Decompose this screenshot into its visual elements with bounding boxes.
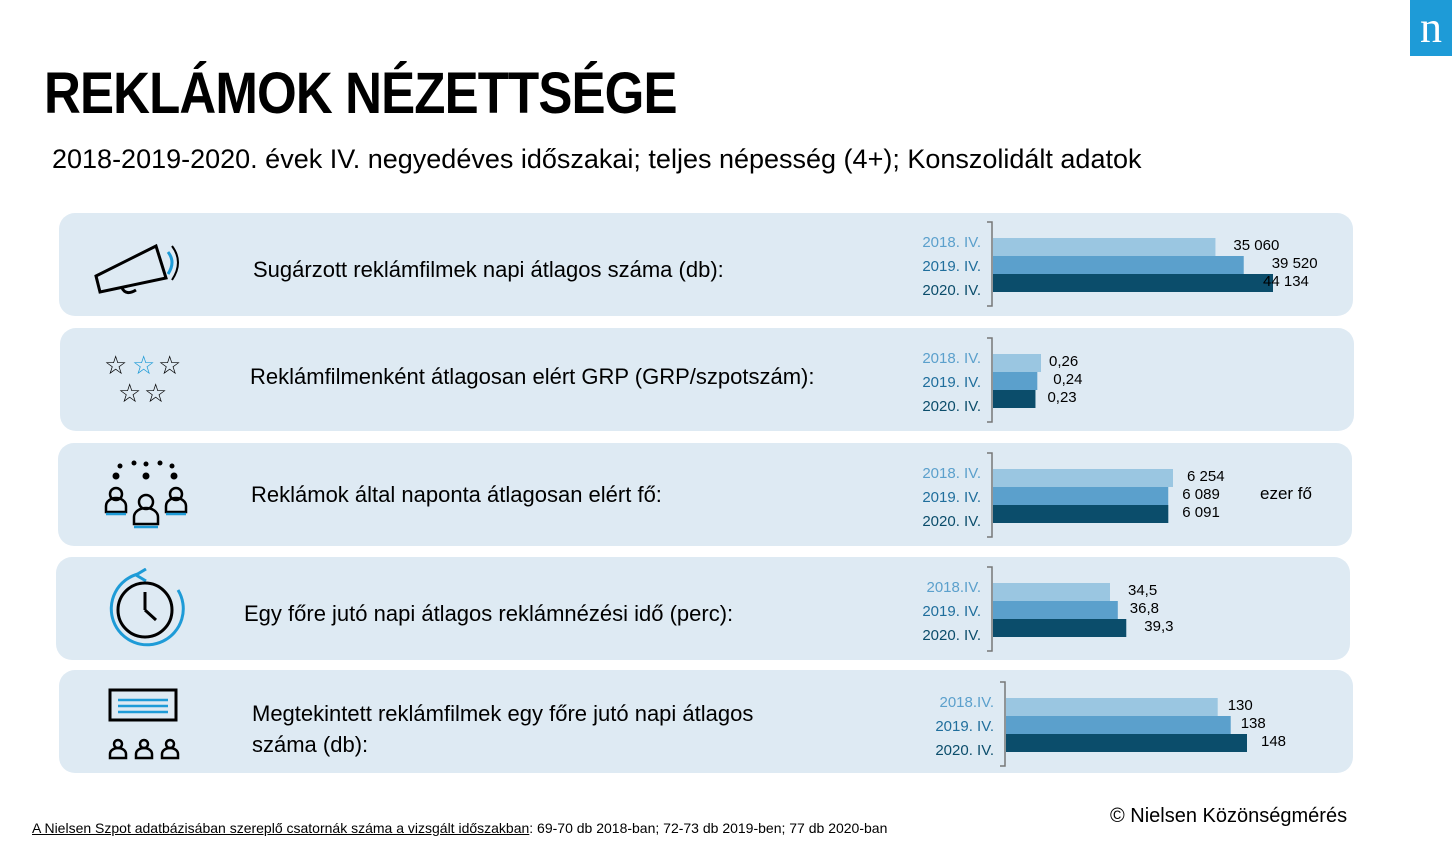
page-title: REKLÁMOK NÉZETTSÉGE xyxy=(44,61,678,126)
bar xyxy=(1006,734,1247,752)
category-label: 2019. IV. xyxy=(922,489,981,506)
value-label: 6 089 xyxy=(1182,486,1220,503)
metric-label-views-line1: Megtekintett reklámfilmek egy főre jutó … xyxy=(252,701,754,726)
category-label: 2018. IV. xyxy=(922,234,981,251)
value-label: 34,5 xyxy=(1128,582,1157,599)
metric-panel-time xyxy=(56,557,1350,660)
tv-viewers-icon xyxy=(108,688,180,760)
category-label: 2019. IV. xyxy=(935,718,994,735)
bar xyxy=(993,487,1169,505)
value-label: 0,24 xyxy=(1053,371,1082,388)
value-label: 6 091 xyxy=(1182,504,1220,521)
footnote: A Nielsen Szpot adatbázisában szereplő c… xyxy=(32,820,887,836)
metric-label-views-line2: száma (db): xyxy=(252,732,369,757)
value-label: 36,8 xyxy=(1130,600,1159,617)
bar xyxy=(993,372,1038,390)
bar xyxy=(993,354,1041,372)
category-label: 2020. IV. xyxy=(922,282,981,299)
category-label: 2018.IV. xyxy=(927,579,982,596)
footnote-rest: : 69-70 db 2018-ban; 72-73 db 2019-ben; … xyxy=(529,820,888,836)
metric-label-reach: Reklámok által naponta átlagosan elért f… xyxy=(251,482,662,507)
svg-text:☆: ☆ xyxy=(144,379,167,409)
value-label: 39,3 xyxy=(1144,618,1173,635)
metric-panel-grp xyxy=(60,328,1354,431)
svg-text:☆: ☆ xyxy=(158,351,181,381)
svg-text:☆: ☆ xyxy=(132,351,155,381)
bar-chart-views: 2018.IV. 130 2019. IV. 138 2020. IV. 148 xyxy=(935,681,1286,767)
value-label: 0,26 xyxy=(1049,353,1078,370)
value-label: 148 xyxy=(1261,733,1286,750)
value-label: 6 254 xyxy=(1187,468,1225,485)
value-label: 130 xyxy=(1228,697,1253,714)
bar xyxy=(993,505,1169,523)
footnote-underlined: A Nielsen Szpot adatbázisában szereplő c… xyxy=(32,820,530,836)
bar xyxy=(993,274,1273,292)
category-label: 2019. IV. xyxy=(922,258,981,275)
copyright: © Nielsen Közönségmérés xyxy=(1110,805,1348,827)
value-label: 138 xyxy=(1241,715,1266,732)
bar xyxy=(993,601,1118,619)
page-subtitle: 2018-2019-2020. évek IV. negyedéves idős… xyxy=(52,144,1142,174)
bar-chart-grp: 2018. IV. 0,26 2019. IV. 0,24 2020. IV. 0,23 xyxy=(922,337,1083,423)
bar xyxy=(993,256,1244,274)
metric-label-time: Egy főre jutó napi átlagos reklámnézési … xyxy=(244,601,734,626)
unit-label: ezer fő xyxy=(1260,484,1312,503)
megaphone-icon xyxy=(94,243,179,295)
category-label: 2020. IV. xyxy=(922,513,981,530)
axis-bracket xyxy=(987,452,993,538)
bar-chart-time: 2018.IV. 34,5 2019. IV. 36,8 2020. IV. 39,3 xyxy=(922,566,1173,652)
metric-label-spots: Sugárzott reklámfilmek napi átlagos szám… xyxy=(253,257,724,282)
axis-bracket xyxy=(987,337,993,423)
value-label: 0,23 xyxy=(1047,389,1076,406)
svg-text:☆: ☆ xyxy=(104,351,127,381)
bar-chart-spots: 2018. IV. 35 060 2019. IV. 39 520 2020. IV. 4… xyxy=(922,221,1318,307)
category-label: 2019. IV. xyxy=(922,374,981,391)
category-label: 2020. IV. xyxy=(922,627,981,644)
metric-label-grp: Reklámfilmenként átlagosan elért GRP (GR… xyxy=(250,364,815,389)
stars-icon: ☆ ☆ ☆ ☆ ☆ xyxy=(104,351,181,409)
bar xyxy=(993,469,1173,487)
bar xyxy=(993,238,1216,256)
category-label: 2018.IV. xyxy=(940,694,995,711)
svg-text:☆: ☆ xyxy=(118,379,141,409)
bar xyxy=(993,619,1127,637)
category-label: 2018. IV. xyxy=(922,465,981,482)
category-label: 2019. IV. xyxy=(922,603,981,620)
value-label: 35 060 xyxy=(1233,237,1279,254)
nielsen-logo: n xyxy=(1410,0,1452,56)
value-label: 39 520 xyxy=(1272,255,1318,272)
bar xyxy=(993,583,1110,601)
value-label: 44 134 xyxy=(1263,273,1309,290)
category-label: 2020. IV. xyxy=(922,398,981,415)
category-label: 2018. IV. xyxy=(922,350,981,367)
stopwatch-icon xyxy=(109,568,185,647)
bar xyxy=(1006,716,1231,734)
axis-bracket xyxy=(1000,681,1006,767)
axis-bracket xyxy=(987,221,993,307)
bar xyxy=(1006,698,1218,716)
bar xyxy=(993,390,1036,408)
category-label: 2020. IV. xyxy=(935,742,994,759)
audience-icon xyxy=(104,460,188,529)
bar-chart-reach: 2018. IV. 6 254 2019. IV. 6 089 2020. IV. 6 0… xyxy=(922,452,1225,538)
metric-label-views: Megtekintett reklámfilmek egy főre jutó … xyxy=(252,698,753,760)
axis-bracket xyxy=(987,566,993,652)
